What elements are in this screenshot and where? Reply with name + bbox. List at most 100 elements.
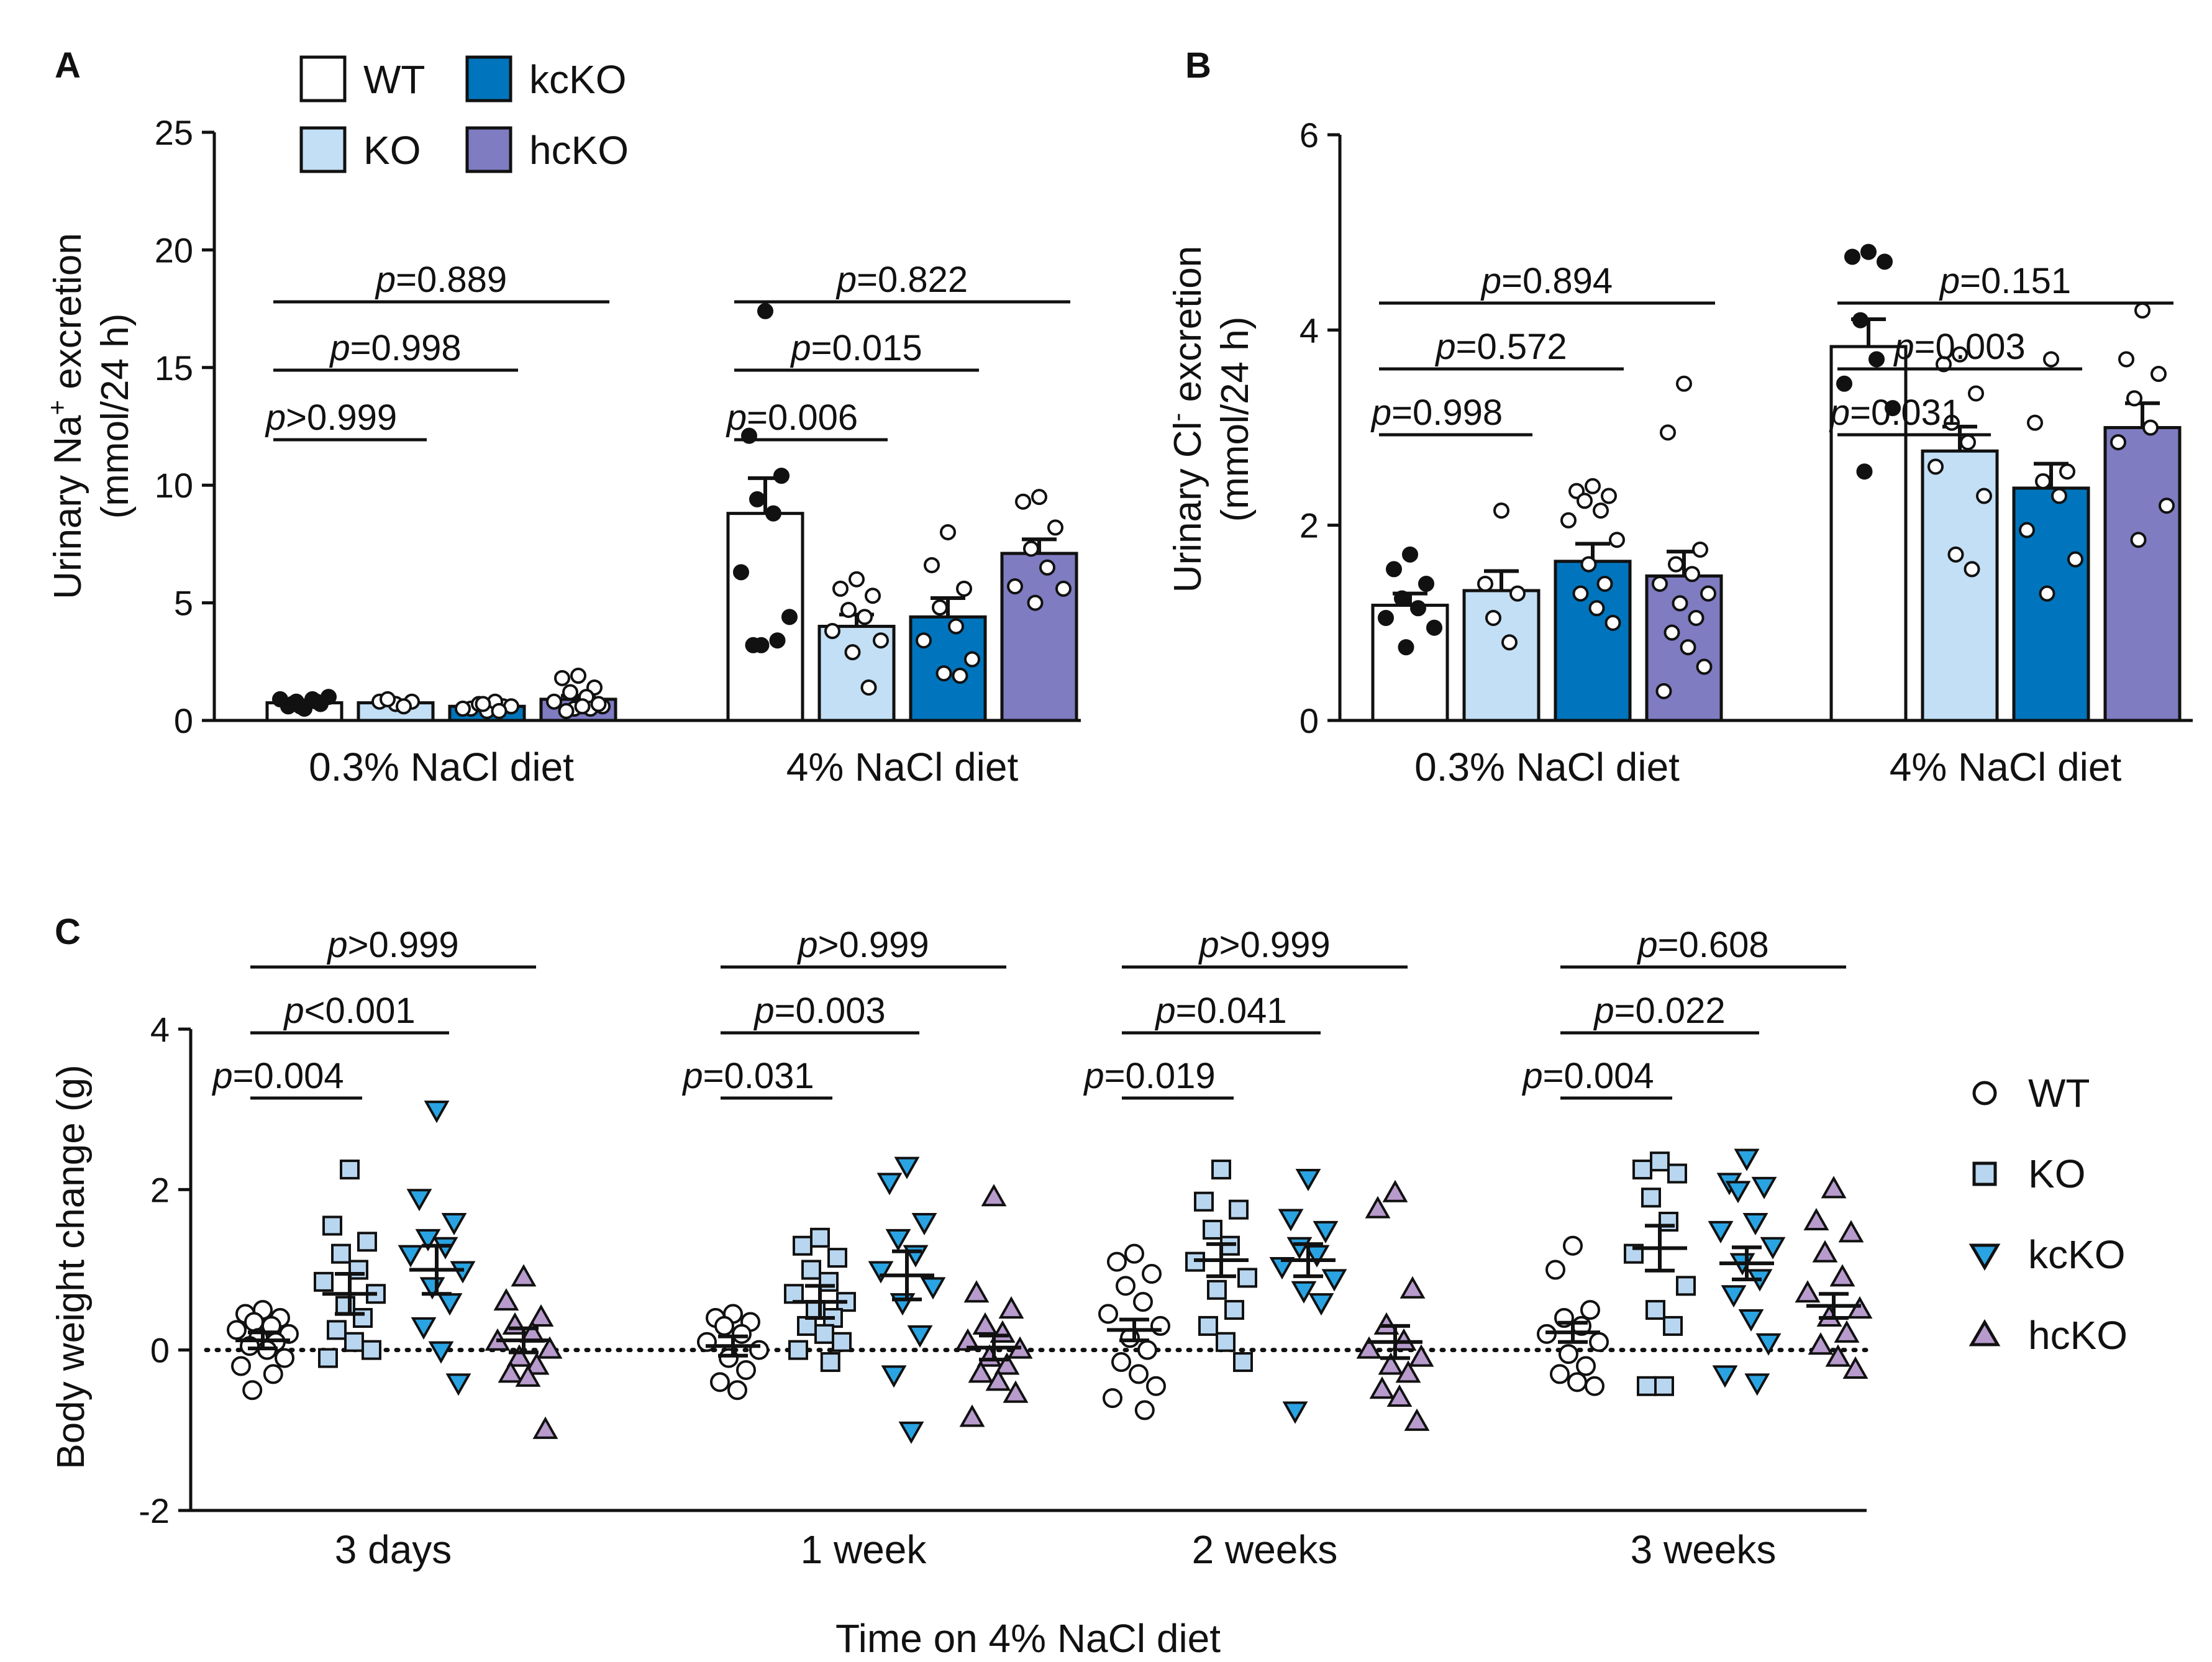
bar-kcKO xyxy=(1554,560,1632,722)
p-value-label: p=0.004 xyxy=(1521,1056,1654,1096)
point-kcKO xyxy=(1721,1285,1747,1308)
point-WT xyxy=(263,1364,283,1384)
point-hcKO xyxy=(1821,1176,1847,1199)
point-KO xyxy=(824,623,840,640)
point-hcKO xyxy=(959,1404,985,1427)
point-hcKO xyxy=(554,670,570,686)
p-symbol: p xyxy=(1521,1056,1542,1096)
point-hcKO xyxy=(1655,683,1672,699)
p-value-label: p=0.151 xyxy=(1939,261,2071,301)
point-kcKO xyxy=(868,1261,894,1284)
point-kcKO xyxy=(1572,585,1589,602)
point-WT xyxy=(1124,1243,1144,1264)
point-WT xyxy=(697,1332,717,1352)
point-hcKO xyxy=(1365,1196,1391,1219)
point-kcKO xyxy=(424,1101,450,1124)
y-axis-title-line1: Urinary Cl- excretion xyxy=(1162,246,1209,593)
p-value: =0.889 xyxy=(396,260,507,300)
point-hcKO xyxy=(1700,585,1716,602)
point-WT xyxy=(1580,1300,1600,1320)
point-WT xyxy=(1868,351,1885,368)
p-value: <0.001 xyxy=(304,991,416,1031)
point-WT xyxy=(1836,375,1852,392)
p-value-label: p=0.998 xyxy=(1370,393,1503,433)
point-WT xyxy=(1378,609,1394,626)
point-KO xyxy=(314,1271,334,1292)
point-hcKO xyxy=(532,1416,558,1439)
point-KO xyxy=(1229,1199,1249,1220)
point-kcKO xyxy=(1593,502,1609,519)
p-symbol: p xyxy=(1593,991,1614,1031)
point-kcKO xyxy=(398,1245,424,1268)
point-WT xyxy=(1142,1263,1162,1284)
p-symbol: p xyxy=(211,1056,232,1096)
bar-hcKO xyxy=(1000,552,1078,722)
p-value-label: p=0.889 xyxy=(375,260,507,300)
point-WT xyxy=(781,609,798,625)
point-kcKO xyxy=(898,1421,924,1444)
p-symbol: p xyxy=(1636,925,1657,965)
point-KO xyxy=(1944,414,1960,431)
point-WT xyxy=(1585,1376,1604,1396)
point-KO xyxy=(1641,1187,1661,1208)
point-KO xyxy=(1964,561,1980,578)
p-value: =0.031 xyxy=(1850,393,1961,433)
point-hcKO xyxy=(1408,1344,1434,1367)
point-hcKO xyxy=(1660,424,1676,441)
point-hcKO xyxy=(2126,390,2142,407)
point-KO xyxy=(1203,1219,1222,1240)
point-kcKO xyxy=(2035,473,2051,489)
point-kcKO xyxy=(2059,463,2075,480)
y-title-pre: Urinary Na xyxy=(47,415,89,599)
point-KO xyxy=(331,1243,351,1264)
legend-label-hcKO: hcKO xyxy=(529,128,629,173)
point-WT xyxy=(1860,243,1877,260)
point-hcKO xyxy=(1668,556,1684,573)
point-hcKO xyxy=(1652,575,1668,592)
point-KO xyxy=(1224,1300,1244,1320)
point-KO xyxy=(832,580,849,597)
p-symbol: p xyxy=(1829,393,1850,433)
point-kcKO xyxy=(948,618,964,635)
bar-hcKO xyxy=(2103,426,2182,722)
point-kcKO xyxy=(1588,600,1605,617)
point-hcKO xyxy=(1842,1356,1868,1379)
point-WT xyxy=(1146,1376,1166,1396)
point-hcKO xyxy=(1404,1408,1430,1431)
point-KO xyxy=(344,1332,364,1352)
p-value-label: p=0.006 xyxy=(726,397,858,438)
x-group-label: 4% NaCl diet xyxy=(786,745,1019,789)
x-group-label: 0.3% NaCl diet xyxy=(1414,745,1680,789)
point-hcKO xyxy=(1812,1240,1838,1263)
point-kcKO xyxy=(1712,1365,1738,1388)
point-hcKO xyxy=(1838,1220,1864,1243)
p-symbol: p xyxy=(681,1056,703,1096)
p-value: =0.006 xyxy=(747,397,858,438)
point-WT xyxy=(1398,639,1414,656)
point-KO xyxy=(1637,1376,1657,1396)
point-WT xyxy=(1103,1388,1122,1409)
point-WT xyxy=(308,693,325,710)
point-kcKO xyxy=(1609,532,1625,548)
point-WT xyxy=(1563,1235,1583,1256)
point-hcKO xyxy=(1378,1352,1404,1375)
point-hcKO xyxy=(498,1360,524,1383)
point-hcKO xyxy=(558,702,575,719)
panel-b: B 0 2 4 6 Urinary Cl- excretion (mmol/24 h) 0.3… xyxy=(1162,45,2193,789)
point-KO xyxy=(1485,609,1501,626)
point-hcKO xyxy=(515,1364,541,1387)
y-title-post: excretion xyxy=(1167,246,1209,413)
point-hcKO xyxy=(1386,1384,1413,1407)
legend-label-c-hcKO: hcKO xyxy=(2028,1313,2128,1358)
panel-c: C -2 0 2 4 Body weight change (g) Time on 4% N… xyxy=(50,912,1873,1661)
point-hcKO xyxy=(1047,519,1063,536)
point-hcKO xyxy=(968,1360,994,1383)
point-hcKO xyxy=(1055,580,1072,597)
point-kcKO xyxy=(956,580,972,597)
point-kcKO xyxy=(964,651,980,668)
panel-a: A 0 5 10 15 20 25 Urinary Na+ excretion (mmol/24… xyxy=(42,45,1081,789)
point-kcKO xyxy=(1744,1373,1770,1396)
point-kcKO xyxy=(1560,512,1577,529)
point-hcKO xyxy=(985,1368,1011,1391)
p-value: =0.894 xyxy=(1501,261,1613,301)
